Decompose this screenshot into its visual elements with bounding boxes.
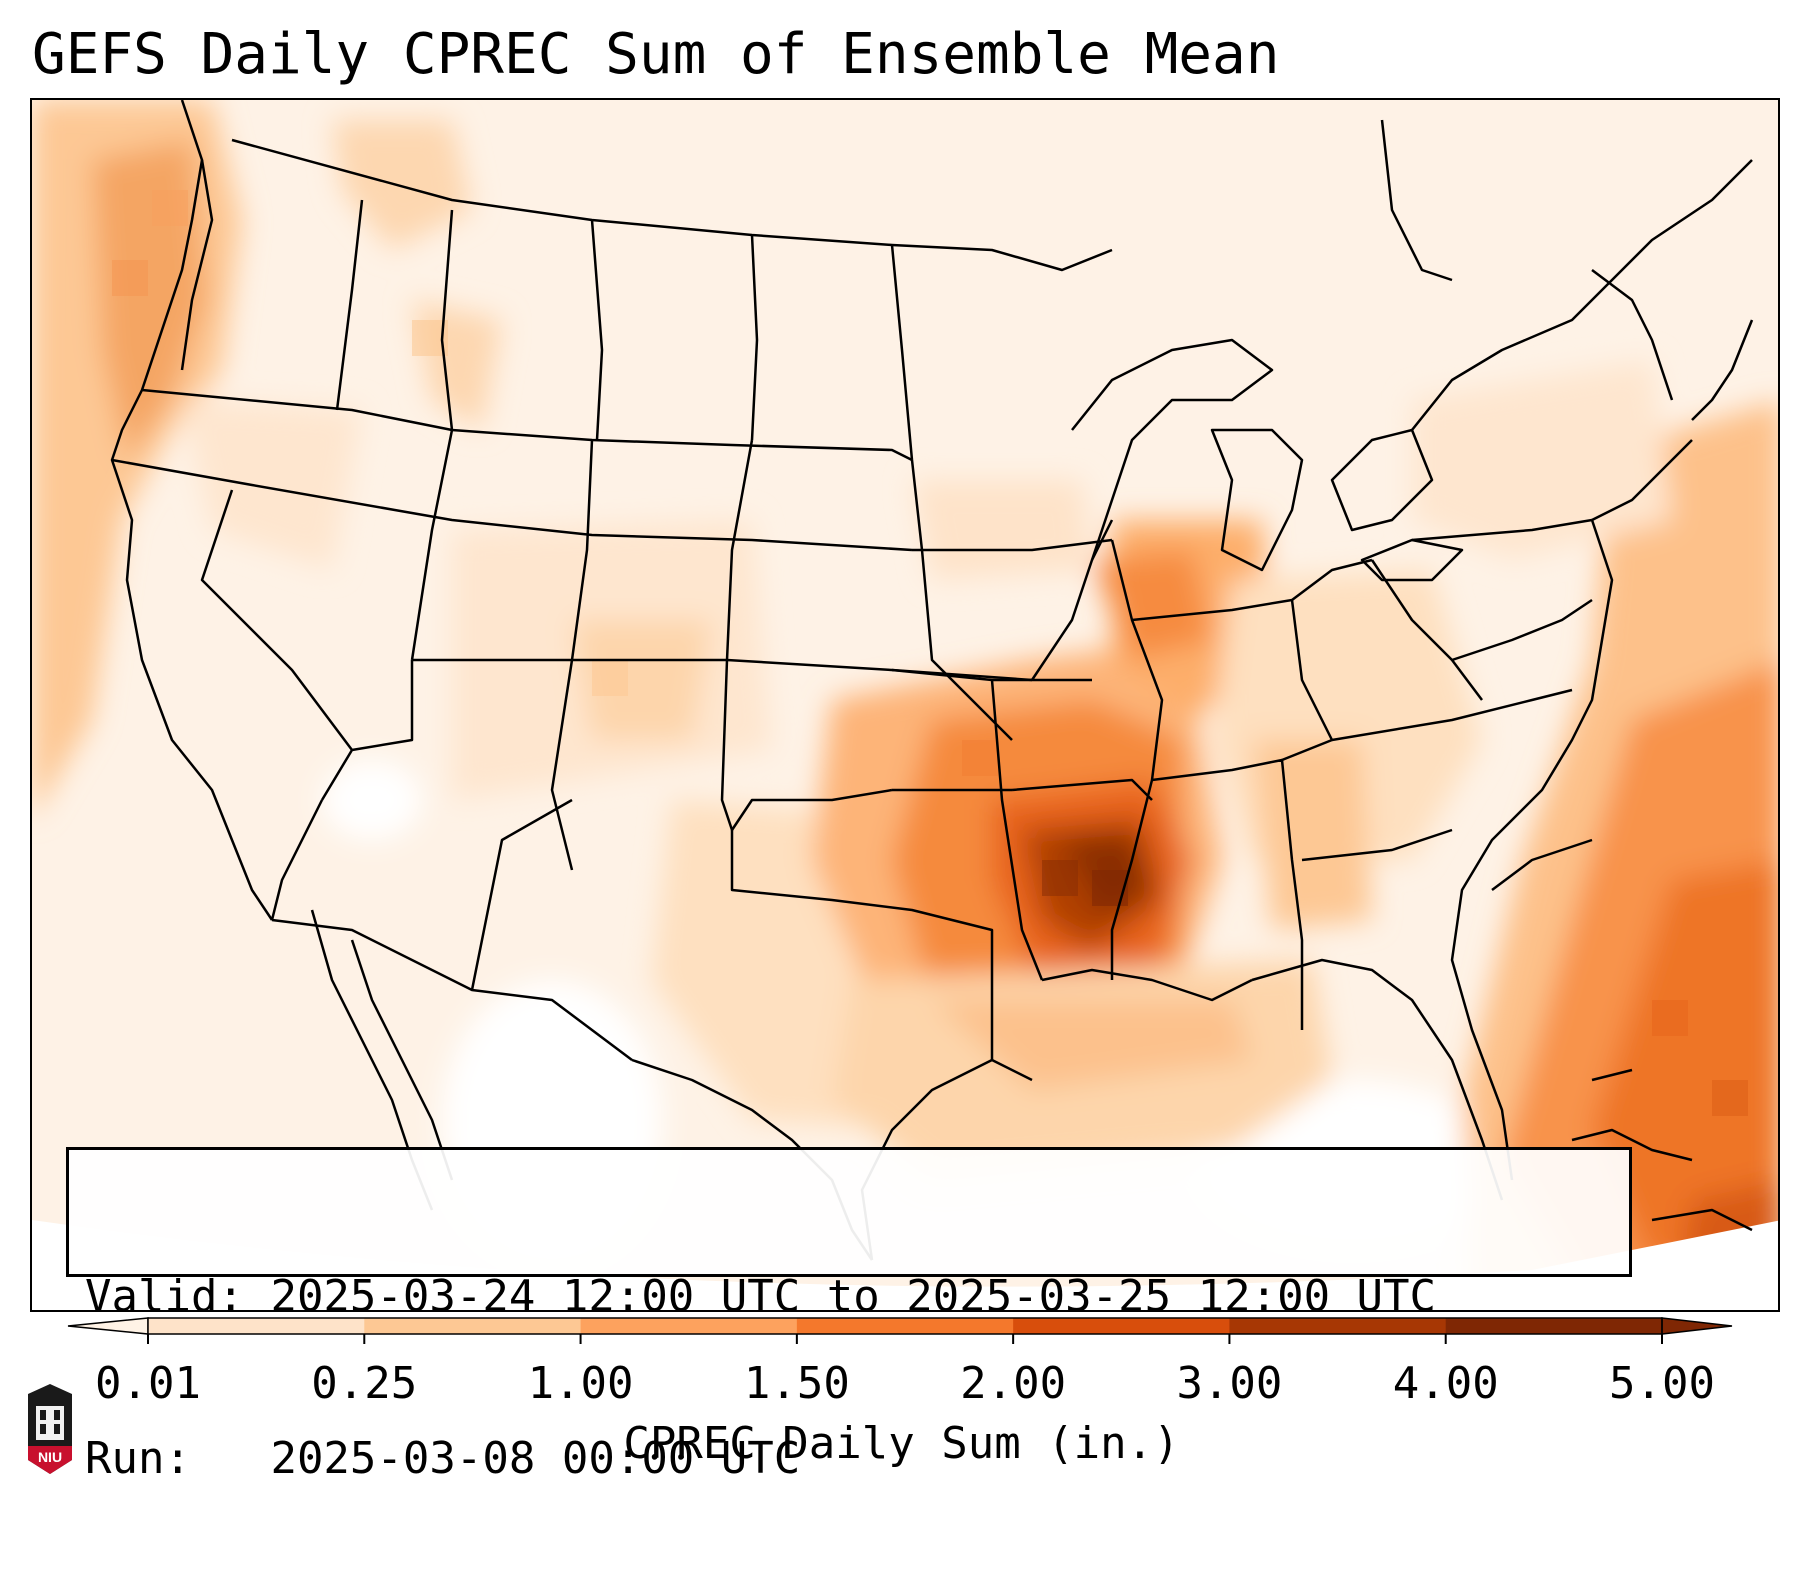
colorbar-tick-label: 1.50 bbox=[743, 1358, 850, 1409]
colorbar-label: CPREC Daily Sum (in.) bbox=[623, 1418, 1180, 1469]
logo-text: NIU bbox=[38, 1449, 62, 1465]
colorbar-segment bbox=[796, 1318, 1014, 1334]
colorbar-tick-label: 5.00 bbox=[1609, 1358, 1715, 1409]
colorbar-tick-label: 1.00 bbox=[527, 1358, 634, 1409]
colorbar-tick-label: 4.00 bbox=[1392, 1358, 1499, 1409]
valid-label: Valid: bbox=[85, 1271, 244, 1322]
colorbar-tick-label: 3.00 bbox=[1176, 1358, 1283, 1409]
valid-line: Valid: 2025-03-24 12:00 UTC to 2025-03-2… bbox=[85, 1270, 1613, 1324]
colorbar-segment bbox=[1013, 1318, 1230, 1334]
colorbar-segment bbox=[364, 1318, 582, 1334]
run-label: Run: bbox=[85, 1433, 191, 1484]
colorbar-segment bbox=[580, 1318, 798, 1334]
precip-map bbox=[30, 98, 1780, 1312]
colorbar-segment bbox=[1229, 1318, 1447, 1334]
valid-text: 2025-03-24 12:00 UTC to 2025-03-25 12:00… bbox=[270, 1271, 1437, 1322]
colorbar-segment bbox=[148, 1318, 365, 1334]
colorbar-segments bbox=[67, 1317, 1733, 1335]
boundaries bbox=[110, 100, 1754, 1261]
colorbar-tick-label: 0.01 bbox=[95, 1358, 201, 1409]
colorbar-outline bbox=[147, 1317, 1663, 1335]
colorbar-tick-label: 0.25 bbox=[311, 1358, 418, 1409]
grid-cells bbox=[112, 190, 1748, 1116]
colorbar-segment bbox=[1445, 1318, 1663, 1334]
map-title: GEFS Daily CPREC Sum of Ensemble Mean bbox=[32, 22, 1280, 87]
colorbar-ticks bbox=[147, 1334, 1663, 1344]
colorbar-extend-low bbox=[67, 1317, 149, 1335]
map-canvas bbox=[32, 100, 1778, 1310]
validity-box: Valid: 2025-03-24 12:00 UTC to 2025-03-2… bbox=[66, 1147, 1632, 1484]
colorbar-tick-label: 2.00 bbox=[960, 1358, 1067, 1409]
figure: GEFS Daily CPREC Sum of Ensemble Mean bbox=[28, 22, 1780, 1484]
run-line: Run: 2025-03-08 00:00 UTC bbox=[85, 1432, 1613, 1486]
colorbar-extend-high bbox=[1661, 1317, 1733, 1335]
precip-field bbox=[32, 100, 1778, 1310]
run-text: 2025-03-08 00:00 UTC bbox=[270, 1433, 801, 1484]
colorbar bbox=[67, 1317, 1733, 1344]
niu-logo-icon: NIU bbox=[28, 1384, 72, 1474]
